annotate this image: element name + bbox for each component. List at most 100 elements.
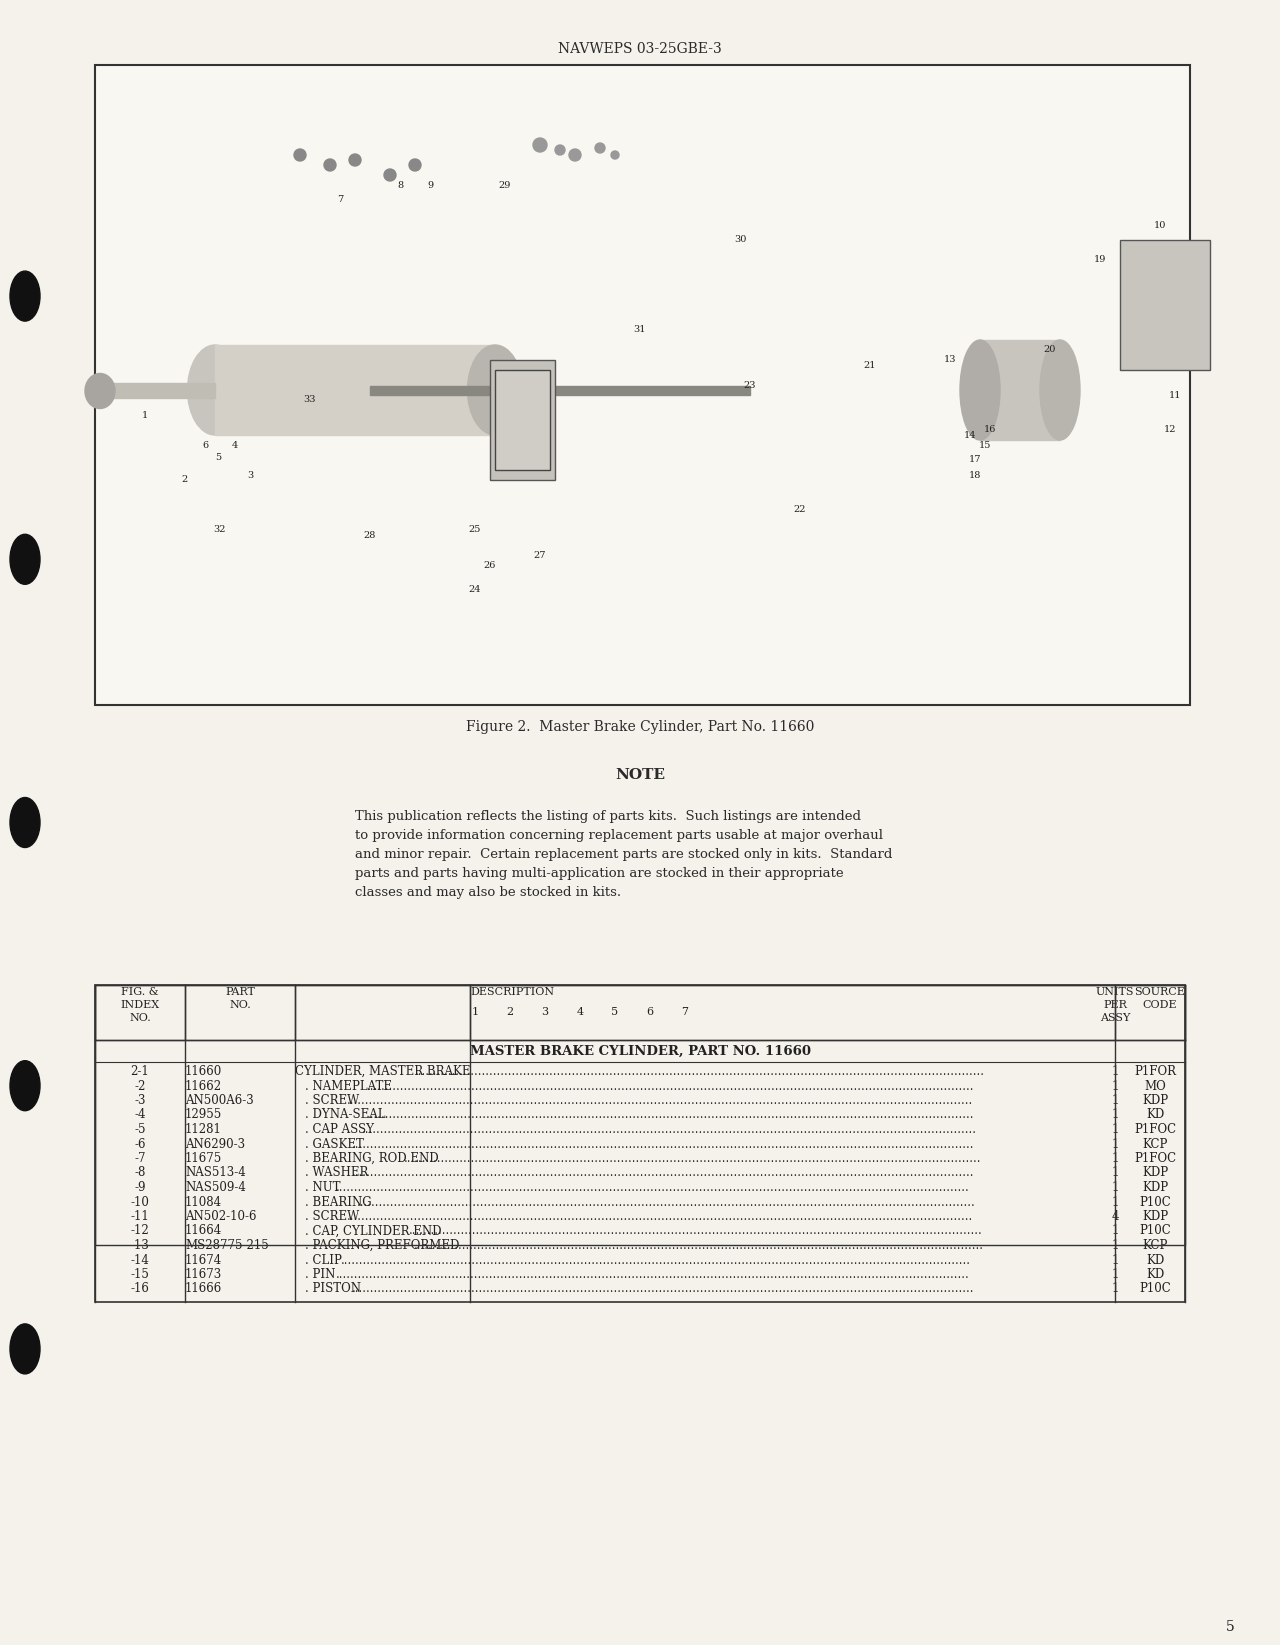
Text: 1: 1 <box>1111 1166 1119 1179</box>
Text: ................................................................................: ........................................… <box>362 1124 977 1137</box>
Ellipse shape <box>10 271 40 321</box>
Text: UNITS
PER
ASSY: UNITS PER ASSY <box>1096 987 1134 1023</box>
Text: CYLINDER, MASTER BRAKE: CYLINDER, MASTER BRAKE <box>294 1064 471 1077</box>
Text: . CAP ASSY: . CAP ASSY <box>305 1124 374 1137</box>
Bar <box>1120 240 1210 370</box>
Text: -11: -11 <box>131 1211 150 1222</box>
Circle shape <box>532 138 547 151</box>
Text: 29: 29 <box>499 181 511 189</box>
Text: 1: 1 <box>1111 1268 1119 1281</box>
Text: 8: 8 <box>397 181 403 189</box>
Text: -3: -3 <box>134 1094 146 1107</box>
Text: . NAMEPLATE: . NAMEPLATE <box>305 1079 392 1092</box>
Text: . BEARING: . BEARING <box>305 1196 371 1209</box>
Ellipse shape <box>467 345 522 434</box>
Text: -4: -4 <box>134 1109 146 1122</box>
Text: Figure 2.  Master Brake Cylinder, Part No. 11660: Figure 2. Master Brake Cylinder, Part No… <box>466 721 814 734</box>
Text: 1: 1 <box>1111 1094 1119 1107</box>
Text: 21: 21 <box>864 360 877 370</box>
Text: 1: 1 <box>1111 1064 1119 1077</box>
Text: 10: 10 <box>1153 220 1166 230</box>
Text: ................................................................................: ........................................… <box>367 1109 974 1122</box>
Text: 11660: 11660 <box>186 1064 223 1077</box>
Text: 33: 33 <box>303 395 316 405</box>
Text: . PACKING, PREFORMED: . PACKING, PREFORMED <box>305 1239 460 1252</box>
Text: -8: -8 <box>134 1166 146 1179</box>
Text: MS28775-215: MS28775-215 <box>186 1239 269 1252</box>
Circle shape <box>324 160 335 171</box>
Text: . BEARING, ROD END: . BEARING, ROD END <box>305 1152 439 1165</box>
Ellipse shape <box>187 345 242 434</box>
Text: 6: 6 <box>202 441 209 449</box>
Circle shape <box>410 160 421 171</box>
Text: 13: 13 <box>943 355 956 365</box>
Text: -9: -9 <box>134 1181 146 1194</box>
Text: 1: 1 <box>1111 1079 1119 1092</box>
Text: 2-1: 2-1 <box>131 1064 150 1077</box>
Text: 11674: 11674 <box>186 1253 223 1267</box>
Bar <box>95 66 1190 706</box>
Text: 7: 7 <box>681 1007 689 1017</box>
Text: AN500A6-3: AN500A6-3 <box>186 1094 253 1107</box>
Text: 1: 1 <box>1111 1124 1119 1137</box>
Text: ................................................................................: ........................................… <box>367 1079 974 1092</box>
Text: 11: 11 <box>1169 390 1181 400</box>
Text: 4: 4 <box>232 441 238 449</box>
Text: 15: 15 <box>979 441 991 449</box>
Text: NAS509-4: NAS509-4 <box>186 1181 246 1194</box>
Text: PART
NO.: PART NO. <box>225 987 255 1010</box>
Text: . WASHER: . WASHER <box>305 1166 369 1179</box>
Text: FIG. &
INDEX
NO.: FIG. & INDEX NO. <box>120 987 160 1023</box>
Text: This publication reflects the listing of parts kits.  Such listings are intended: This publication reflects the listing of… <box>355 809 892 900</box>
Text: -10: -10 <box>131 1196 150 1209</box>
Text: 2: 2 <box>182 475 188 485</box>
Text: 11675: 11675 <box>186 1152 223 1165</box>
Text: 6: 6 <box>646 1007 654 1017</box>
Ellipse shape <box>10 535 40 584</box>
Text: . GASKET: . GASKET <box>305 1137 364 1150</box>
Text: KD: KD <box>1146 1109 1164 1122</box>
Text: 1: 1 <box>471 1007 479 1017</box>
Text: 11084: 11084 <box>186 1196 223 1209</box>
Bar <box>370 387 750 395</box>
Text: 12: 12 <box>1164 426 1176 434</box>
Text: ................................................................................: ........................................… <box>335 1268 970 1281</box>
Text: P10C: P10C <box>1139 1224 1171 1237</box>
Text: ................................................................................: ........................................… <box>415 1064 984 1077</box>
Text: -12: -12 <box>131 1224 150 1237</box>
Text: KDP: KDP <box>1142 1094 1169 1107</box>
Text: -13: -13 <box>131 1239 150 1252</box>
Text: 2: 2 <box>507 1007 513 1017</box>
Text: 1: 1 <box>1111 1196 1119 1209</box>
Text: -14: -14 <box>131 1253 150 1267</box>
Text: 16: 16 <box>984 426 996 434</box>
Text: 1: 1 <box>1111 1253 1119 1267</box>
Text: MO: MO <box>1144 1079 1166 1092</box>
Text: -6: -6 <box>134 1137 146 1150</box>
Circle shape <box>294 150 306 161</box>
Text: 1: 1 <box>1111 1181 1119 1194</box>
Text: -7: -7 <box>134 1152 146 1165</box>
Text: . SCREW: . SCREW <box>305 1211 360 1222</box>
Circle shape <box>611 151 620 160</box>
Text: NAVWEPS 03-25GBE-3: NAVWEPS 03-25GBE-3 <box>558 43 722 56</box>
Text: 1: 1 <box>1111 1137 1119 1150</box>
Text: . PIN: . PIN <box>305 1268 335 1281</box>
Text: MASTER BRAKE CYLINDER, PART NO. 11660: MASTER BRAKE CYLINDER, PART NO. 11660 <box>470 1045 810 1058</box>
Text: ................................................................................: ........................................… <box>335 1181 970 1194</box>
Text: . NUT: . NUT <box>305 1181 340 1194</box>
Text: 11666: 11666 <box>186 1283 223 1296</box>
Text: . DYNA-SEAL: . DYNA-SEAL <box>305 1109 385 1122</box>
Text: 26: 26 <box>484 561 497 569</box>
Text: 25: 25 <box>468 525 481 535</box>
Text: 5: 5 <box>1226 1620 1234 1633</box>
Bar <box>490 360 556 480</box>
Text: 7: 7 <box>337 196 343 204</box>
Text: KD: KD <box>1146 1253 1164 1267</box>
Text: -16: -16 <box>131 1283 150 1296</box>
Bar <box>495 370 550 470</box>
Text: 28: 28 <box>364 530 376 540</box>
Text: 1: 1 <box>142 411 148 419</box>
Text: 5: 5 <box>215 454 221 462</box>
Text: 1: 1 <box>1111 1239 1119 1252</box>
